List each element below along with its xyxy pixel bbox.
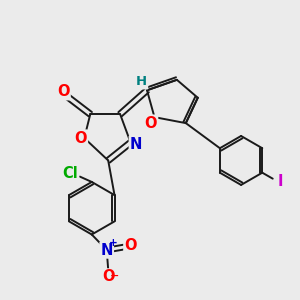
Text: O: O bbox=[57, 84, 70, 99]
Text: Cl: Cl bbox=[62, 166, 78, 181]
Text: I: I bbox=[278, 174, 284, 189]
Text: N: N bbox=[130, 136, 142, 152]
Text: +: + bbox=[109, 238, 118, 248]
Text: O: O bbox=[74, 130, 87, 146]
Text: O: O bbox=[145, 116, 157, 130]
Text: O: O bbox=[102, 269, 114, 284]
Text: O: O bbox=[124, 238, 137, 253]
Text: N: N bbox=[100, 242, 113, 257]
Text: H: H bbox=[136, 75, 147, 88]
Text: −: − bbox=[110, 270, 119, 280]
